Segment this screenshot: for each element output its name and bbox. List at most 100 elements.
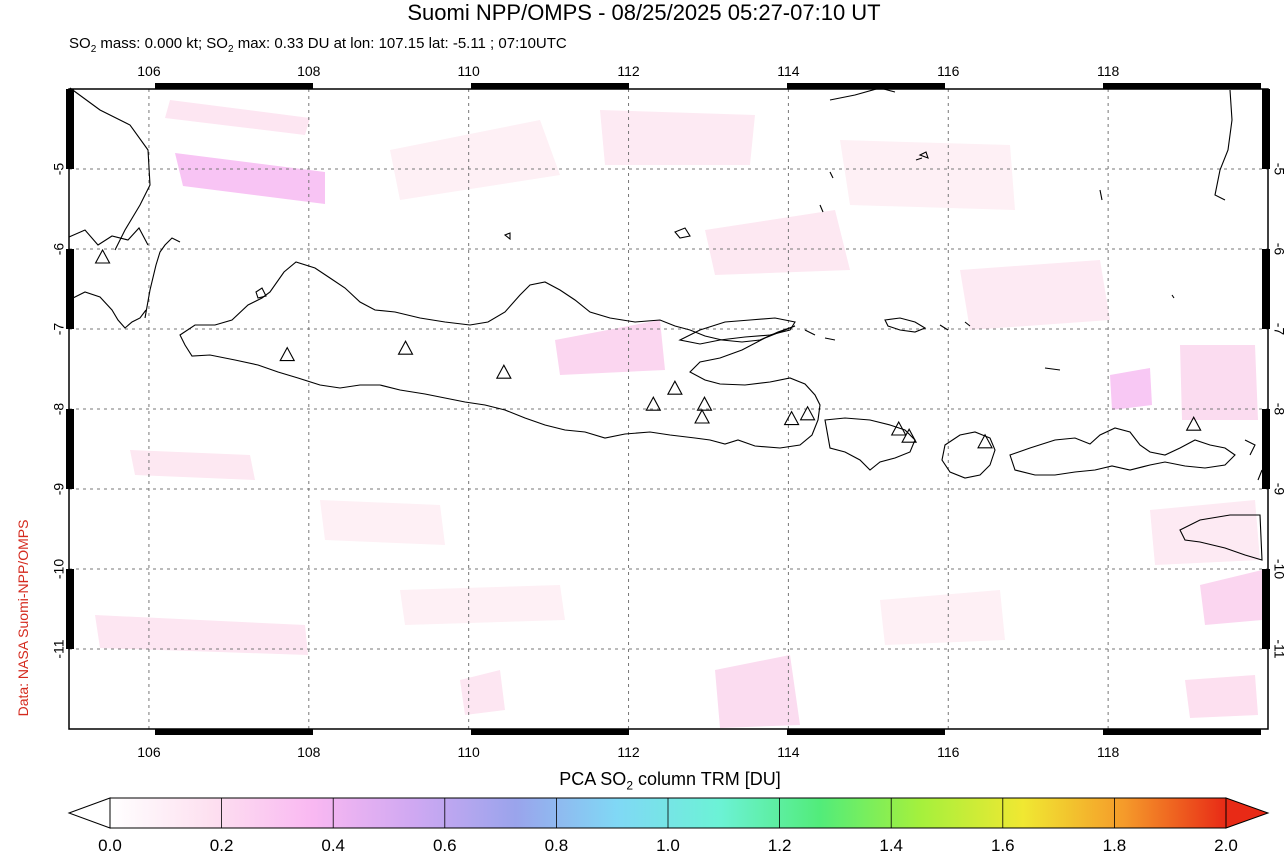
so2-patch (390, 120, 560, 200)
lat-label-left: -8 (51, 403, 67, 416)
coastlines (68, 87, 1263, 561)
volcano-triangle-icon (1185, 416, 1202, 431)
right-bar-segment (1262, 249, 1270, 329)
lat-label-left: -5 (51, 163, 67, 176)
so2-patch (400, 585, 565, 625)
left-bar-segment (66, 569, 74, 649)
so2-max-text: max: 0.33 DU at lon: 107.15 lat: -5.11 ;… (233, 35, 567, 52)
volcano-triangle-icon (397, 340, 414, 355)
bottom-bar-segment (471, 729, 629, 735)
lon-label-top: 116 (937, 63, 960, 79)
kalimantan-south (255, 287, 267, 299)
so2-mass-text: mass: 0.000 kt; SO (96, 35, 228, 52)
colorbar-tick-label: 0.8 (545, 836, 569, 855)
colorbar: 0.0 0.2 0.4 0.6 0.8 1.0 1.2 1.4 1.6 1.8 2.0 (67, 797, 1270, 855)
colorbar-title-prefix: PCA SO (559, 769, 627, 789)
lon-label-bottom: 106 (137, 744, 161, 760)
volcano-triangle-icon (666, 380, 683, 395)
left-bar-segment (66, 249, 74, 329)
volcano-triangle-icon (783, 410, 800, 426)
colorbar-tick-label: 1.0 (656, 836, 680, 855)
colorbar-tick-label: 0.4 (321, 836, 345, 855)
lon-label-top: 108 (297, 63, 321, 79)
colorbar-tick-label: 1.6 (991, 836, 1015, 855)
lon-label-bottom: 114 (777, 744, 800, 760)
bottom-bar-segment (155, 729, 313, 735)
volcano-triangle-icon (890, 420, 907, 436)
colorbar-tick-label: 1.8 (1103, 836, 1127, 855)
lon-label-bottom: 110 (458, 744, 481, 760)
so2-patch (130, 450, 255, 480)
kangean-islands (884, 317, 927, 333)
volcano-triangle-icon (696, 396, 713, 411)
right-bar-segment (1262, 569, 1270, 649)
so2-patch (165, 100, 310, 135)
so2-patch (600, 110, 755, 165)
so2-field (95, 100, 1262, 728)
colorbar-tick-label: 0.6 (433, 836, 457, 855)
so2-patch (705, 210, 850, 275)
colorbar-tick-label: 0.2 (210, 836, 234, 855)
lat-label-right: -5 (1271, 163, 1287, 176)
lat-label-left: -11 (51, 639, 67, 658)
lat-label-right: -7 (1271, 323, 1287, 336)
lat-label-right: -11 (1271, 639, 1287, 658)
lon-label-bottom: 118 (1097, 744, 1120, 760)
so2-patch (715, 655, 800, 728)
so2-patch (460, 670, 505, 715)
top-bar-segment (1103, 83, 1261, 89)
so2-patch (95, 615, 308, 655)
so2-summary: SO2 mass: 0.000 kt; SO2 max: 0.33 DU at … (69, 35, 567, 59)
volcano-markers (94, 248, 1202, 449)
colorbar-title-sub: 2 (626, 778, 633, 793)
sumba-coast (1179, 514, 1263, 561)
lat-label-right: -8 (1271, 403, 1287, 416)
right-bar-segment (1262, 409, 1270, 489)
lon-label-bottom: 108 (297, 744, 321, 760)
lat-label-right: -6 (1271, 243, 1287, 256)
volcano-triangle-icon (901, 428, 918, 443)
colorbar-tick-label: 1.4 (879, 836, 903, 855)
java-coast (179, 261, 821, 449)
so2-patch (1185, 675, 1258, 718)
lat-label-left: -9 (51, 483, 67, 496)
bali-coast (824, 417, 916, 471)
small-islands (804, 151, 1263, 481)
lon-label-top: 110 (458, 63, 481, 79)
karimunjawa (503, 227, 691, 241)
lon-label-bottom: 116 (937, 744, 960, 760)
graticule (69, 89, 1268, 729)
lon-label-top: 106 (137, 63, 161, 79)
so2-patch (1110, 368, 1152, 410)
lon-label-top: 118 (1097, 63, 1120, 79)
lat-label-left: -6 (51, 243, 67, 256)
borneo-coast (829, 87, 1233, 201)
so2-patch (840, 140, 1015, 210)
so2-subscript: 2 (90, 44, 97, 55)
lat-label-left: -10 (51, 559, 67, 579)
lat-label-right: -10 (1271, 559, 1287, 579)
bottom-bar-segment (1103, 729, 1261, 735)
bottom-bar-segment (787, 729, 945, 735)
axis-labels: 106 106 108 108 110 110 112 112 114 114 116 116 118 1… (51, 63, 1288, 760)
so2-patch (1180, 345, 1258, 420)
so2-patch (1200, 570, 1262, 625)
top-bar-segment (471, 83, 629, 89)
colorbar-tick-label: 0.0 (98, 836, 122, 855)
so2-patch (880, 590, 1005, 645)
so2-subscript-2: 2 (227, 44, 234, 55)
so2-patch (555, 320, 665, 375)
lombok-coast (941, 431, 996, 479)
lat-label-left: -7 (51, 323, 67, 336)
left-bar-segment (66, 409, 74, 489)
lon-label-top: 114 (777, 63, 800, 79)
frame-border-bars (66, 83, 1270, 735)
sumbawa-coast (1009, 427, 1236, 476)
so2-label: SO (69, 35, 91, 52)
volcano-triangle-icon (694, 408, 710, 424)
colorbar-low-arrow (67, 797, 111, 829)
volcano-triangle-icon (495, 364, 512, 379)
volcano-triangle-icon (94, 248, 111, 264)
volcano-triangle-icon (977, 433, 993, 449)
colorbar-ticks: 0.0 0.2 0.4 0.6 0.8 1.0 1.2 1.4 1.6 1.8 2.0 (98, 798, 1238, 855)
